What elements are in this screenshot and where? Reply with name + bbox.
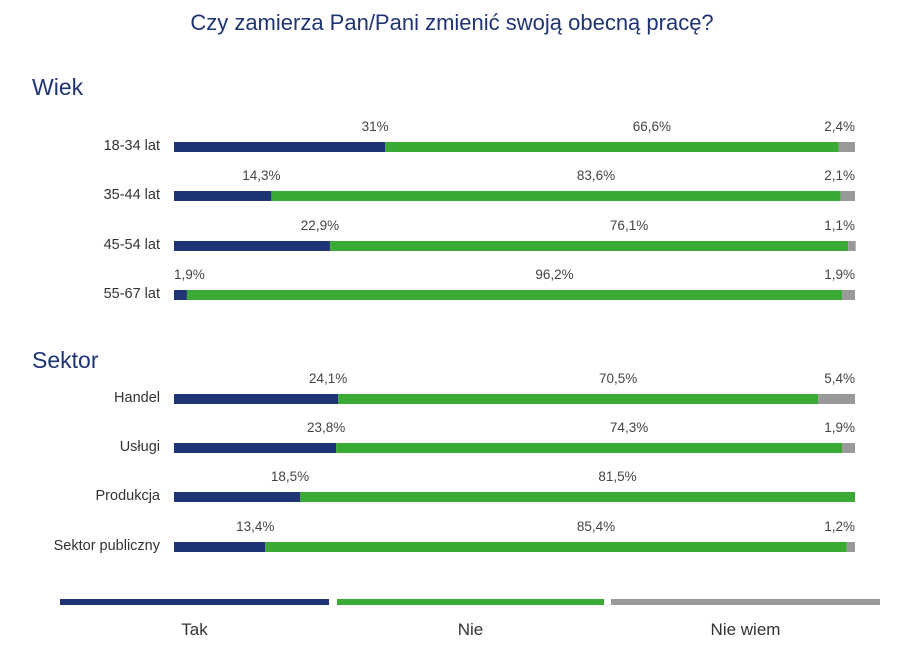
bar-segment-nie-wiem [838,142,855,152]
bar-segment-tak [174,142,386,152]
data-label: 81,5% [598,469,636,484]
legend-label: Nie wiem [711,620,781,639]
data-label: 2,4% [824,119,855,134]
bar-segment-nie-wiem [848,241,856,251]
data-label: 13,4% [236,519,274,534]
bar-segment-tak [174,394,339,404]
bar-segment-tak [174,542,266,552]
bar-segment-nie-wiem [840,191,855,201]
bar-segment-nie [186,290,843,300]
data-label: 24,1% [309,371,347,386]
bar-segment-tak [174,191,272,201]
category-label: Handel [114,390,160,406]
bar-segment-nie [299,492,855,502]
data-label: 2,1% [824,168,855,183]
section-header-1: Sektor [32,347,99,373]
section-header-0: Wiek [32,74,84,100]
bar-segment-tak [174,443,337,453]
data-label: 18,5% [271,469,309,484]
category-label: 55-67 lat [104,286,160,302]
chart-title: Czy zamierza Pan/Pani zmienić swoją obec… [190,10,713,35]
data-label: 83,6% [577,168,615,183]
bar-segment-tak [174,241,330,251]
bar-segment-tak [174,492,300,502]
bar-segment-nie [329,241,849,251]
data-label: 14,3% [242,168,280,183]
data-label: 31% [362,119,389,134]
legend-swatch-nie-wiem [611,599,880,605]
bar-segment-nie [385,142,839,152]
category-label: 45-54 lat [104,237,160,253]
bar-segment-nie-wiem [818,394,855,404]
legend: Tak Nie Nie wiem [60,599,880,639]
data-label: 23,8% [307,420,345,435]
data-label: 1,2% [824,519,855,534]
data-label: 22,9% [301,218,339,233]
data-label: 1,9% [824,420,855,435]
category-label: Sektor publiczny [54,538,161,554]
category-label: 18-34 lat [104,138,160,154]
legend-swatch-nie [337,599,604,605]
data-label: 70,5% [599,371,637,386]
bar-segment-tak [174,290,187,300]
data-label: 1,9% [174,267,205,282]
data-label: 74,3% [610,420,648,435]
category-label: Usługi [120,439,160,455]
data-label: 1,9% [824,267,855,282]
legend-swatch-tak [60,599,329,605]
data-label: 66,6% [633,119,671,134]
bar-segment-nie-wiem [846,542,855,552]
bar-segment-nie [336,443,843,453]
data-label: 85,4% [577,519,615,534]
data-label: 1,1% [824,218,855,233]
category-label: 35-44 lat [104,187,160,203]
bar-segment-nie [338,394,819,404]
legend-label: Tak [181,620,208,639]
plot-area: Wiek 18-34 lat 31% 66,6% 2,4% 35-44 lat 14,3% 8… [32,74,856,554]
legend-label: Nie [458,620,484,639]
data-label: 5,4% [824,371,855,386]
bar-segment-nie-wiem [842,443,855,453]
data-label: 96,2% [535,267,573,282]
bar-segment-nie-wiem [842,290,855,300]
bar-segment-nie [271,191,841,201]
category-label: Produkcja [96,488,161,504]
bar-segment-nie [265,542,847,552]
data-label: 76,1% [610,218,648,233]
